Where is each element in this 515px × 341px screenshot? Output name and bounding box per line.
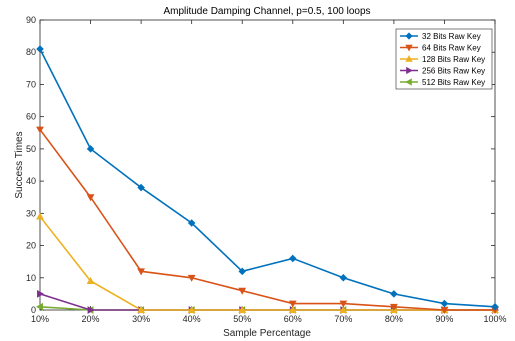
series-line [39, 129, 495, 311]
legend-marker [406, 66, 413, 75]
series-64-bits [36, 126, 499, 315]
y-tick-label: 70 [26, 79, 36, 89]
data-point [137, 305, 145, 313]
legend-label: 256 Bits Raw Key [422, 67, 485, 76]
legend-marker [405, 55, 413, 62]
data-point [288, 305, 297, 313]
y-tick-label: 30 [26, 208, 36, 218]
x-tick-label: 50% [233, 314, 251, 324]
x-axis: 10% 20% 30% 40% 50% 60% 70% 80% 90% 100% [31, 20, 507, 324]
y-axis-label: Success Times [14, 131, 25, 198]
legend-item: 64 Bits Raw Key [400, 44, 481, 53]
data-point [187, 305, 196, 313]
legend-item: 128 Bits Raw Key [400, 55, 485, 64]
data-point [137, 268, 145, 276]
data-point [339, 305, 348, 313]
legend-label: 512 Bits Raw Key [422, 78, 485, 87]
legend-label: 32 Bits Raw Key [422, 32, 481, 41]
x-tick-label: 90% [435, 314, 453, 324]
data-point [87, 306, 95, 314]
legend-item: 256 Bits Raw Key [400, 67, 485, 76]
data-point [238, 267, 246, 276]
data-point [187, 219, 196, 227]
y-tick-label: 0 [31, 305, 36, 315]
legend-marker [405, 44, 413, 52]
x-tick-label: 20% [82, 314, 100, 324]
data-point [238, 305, 247, 313]
legend: 32 Bits Raw Key 64 Bits Raw Key 128 Bits R… [395, 28, 493, 90]
y-tick-label: 60 [26, 112, 36, 122]
data-point [37, 290, 45, 298]
data-point [86, 194, 95, 202]
data-point [440, 307, 449, 315]
legend-item: 32 Bits Raw Key [400, 32, 481, 41]
data-point [339, 274, 348, 282]
x-axis-label: Sample Percentage [223, 328, 311, 339]
y-tick-label: 90 [26, 15, 36, 25]
data-point [187, 274, 196, 282]
data-point [289, 254, 297, 263]
data-point [238, 287, 247, 295]
series-32-bits [36, 45, 499, 311]
data-point [390, 303, 398, 311]
data-point [86, 276, 95, 284]
x-tick-label: 30% [132, 314, 150, 324]
data-point [36, 126, 44, 134]
x-tick-label: 70% [334, 314, 352, 324]
data-point [288, 300, 297, 308]
data-point [86, 145, 95, 153]
legend-label: 128 Bits Raw Key [422, 55, 485, 64]
data-point [339, 300, 348, 308]
legend-label: 64 Bits Raw Key [422, 44, 481, 53]
x-tick-label: 100% [483, 314, 506, 324]
series-layer [35, 45, 500, 315]
series-line [39, 48, 496, 308]
x-tick-label: 10% [31, 314, 49, 324]
data-point [390, 290, 398, 298]
legend-marker [405, 78, 412, 86]
legend-item: 512 Bits Raw Key [400, 78, 485, 87]
series-128-bits [36, 212, 499, 313]
y-tick-label: 80 [26, 47, 36, 57]
data-point [36, 45, 44, 53]
data-point [491, 303, 499, 311]
y-tick-label: 20 [26, 241, 36, 251]
x-tick-label: 80% [385, 314, 403, 324]
legend-marker [405, 32, 413, 40]
data-point [35, 302, 43, 311]
chart-title: Amplitude Damping Channel, p=0.5, 100 lo… [163, 6, 370, 17]
series-line [39, 216, 495, 311]
data-point [440, 299, 449, 308]
y-tick-label: 40 [26, 176, 36, 186]
y-tick-label: 50 [26, 144, 36, 154]
y-axis: 0 10 20 30 40 50 60 70 80 90 [26, 15, 495, 315]
x-tick-label: 40% [183, 314, 201, 324]
data-point [137, 183, 145, 192]
data-point [36, 212, 44, 220]
x-tick-label: 60% [284, 314, 302, 324]
y-tick-label: 10 [26, 273, 36, 283]
